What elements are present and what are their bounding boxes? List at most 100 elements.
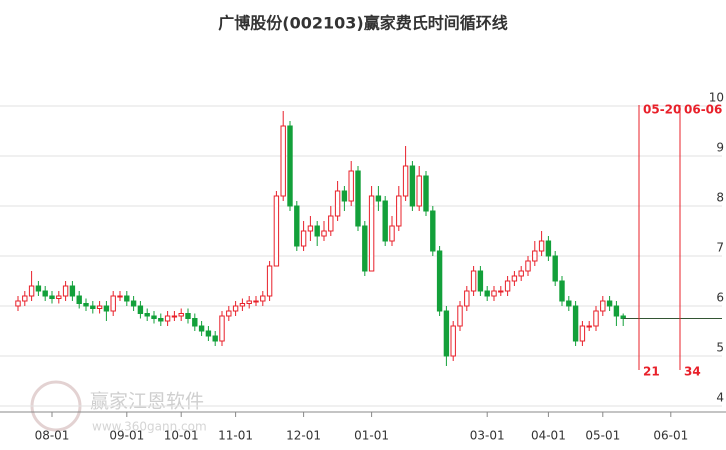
candle-body: [246, 300, 252, 304]
candle-body: [375, 195, 382, 202]
candle-body: [382, 200, 388, 242]
candle-body: [232, 305, 239, 312]
candle-body: [22, 295, 28, 302]
candle-body: [117, 295, 123, 298]
candle-body: [96, 305, 103, 309]
candle-body: [158, 318, 164, 322]
candle-body: [103, 305, 110, 312]
candle-body: [49, 295, 55, 299]
candle-body: [144, 313, 150, 317]
candle-body: [559, 280, 565, 302]
candle-body: [491, 290, 497, 297]
x-tick-label: 10-01: [164, 429, 199, 443]
cycle-date: 05-20: [643, 103, 681, 117]
candle-body: [130, 300, 137, 307]
candle-body: [443, 310, 450, 357]
candle-body: [586, 325, 592, 328]
candle-body: [470, 270, 477, 292]
candle-body: [62, 285, 69, 297]
candle-body: [137, 305, 144, 314]
candle-body: [294, 205, 300, 247]
watermark-brand: 赢家江恩软件: [90, 391, 204, 413]
candle-body: [402, 165, 409, 197]
candle-body: [566, 300, 572, 307]
y-tick-label: 4: [716, 391, 724, 405]
candle-body: [334, 190, 341, 217]
candle-body: [606, 300, 613, 307]
candle-body: [477, 270, 484, 292]
candle-body: [35, 285, 42, 292]
y-tick-label: 5: [716, 341, 724, 355]
candle-body: [266, 265, 273, 297]
y-tick-label: 7: [716, 241, 724, 255]
candle-body: [436, 250, 443, 312]
candle-body: [464, 290, 470, 307]
x-tick-label: 09-01: [109, 429, 144, 443]
candle-body: [355, 170, 361, 227]
x-tick-label: 11-01: [218, 429, 253, 443]
candle-body: [42, 290, 48, 297]
x-tick-label: 08-01: [35, 429, 70, 443]
candle-body: [600, 300, 606, 312]
y-tick-label: 9: [716, 141, 724, 155]
cycle-count: 21: [643, 365, 660, 379]
candle-body: [511, 275, 518, 282]
x-tick-label: 06-01: [653, 429, 688, 443]
candle-body: [484, 290, 490, 297]
candle-body: [280, 125, 286, 197]
x-tick-label: 03-01: [470, 429, 505, 443]
candle-body: [287, 125, 293, 207]
candle-body: [348, 170, 354, 202]
y-tick-label: 10: [709, 91, 724, 105]
candle-body: [613, 305, 620, 317]
candle-body: [171, 315, 178, 318]
candle-body: [192, 318, 198, 327]
cycle-count: 34: [684, 365, 701, 379]
candle-body: [28, 285, 35, 297]
candle-body: [226, 310, 232, 317]
candle-body: [260, 295, 266, 302]
candle-body: [212, 335, 218, 342]
candle-body: [368, 195, 375, 272]
candle-body: [552, 255, 558, 282]
candle-body: [396, 195, 402, 227]
candle-body: [300, 230, 307, 247]
candle-body: [362, 225, 368, 272]
candle-body: [307, 225, 314, 232]
candle-body: [450, 325, 456, 357]
candle-body: [430, 210, 436, 252]
candle-body: [83, 303, 89, 307]
candle-body: [409, 165, 416, 207]
candle-body: [416, 175, 422, 207]
candle-body: [69, 285, 76, 297]
candle-body: [239, 303, 246, 307]
candle-body: [504, 280, 511, 292]
candle-body: [538, 240, 545, 252]
candle-body: [593, 310, 599, 327]
candle-body: [579, 325, 586, 342]
candle-body: [532, 250, 538, 262]
cycle-date: 06-06: [684, 103, 722, 117]
candle-body: [178, 313, 184, 317]
candle-body: [321, 230, 327, 237]
candle-body: [423, 175, 429, 212]
candle-body: [518, 270, 524, 277]
candle-body: [110, 295, 116, 312]
candle-body: [76, 295, 82, 304]
chart-title: 广博股份(002103)赢家费氏时间循环线: [218, 14, 507, 33]
candle-body: [185, 313, 191, 319]
y-tick-label: 8: [716, 191, 724, 205]
candle-body: [328, 215, 334, 232]
candle-body: [164, 315, 171, 322]
candle-body: [457, 305, 463, 327]
candle-body: [198, 325, 205, 332]
candle-body: [124, 295, 130, 302]
candle-body: [273, 195, 280, 267]
candle-body: [341, 190, 348, 202]
candle-body: [314, 225, 320, 237]
x-tick-label: 01-01: [354, 429, 389, 443]
candle-body: [253, 300, 259, 303]
y-tick-label: 6: [716, 291, 724, 305]
